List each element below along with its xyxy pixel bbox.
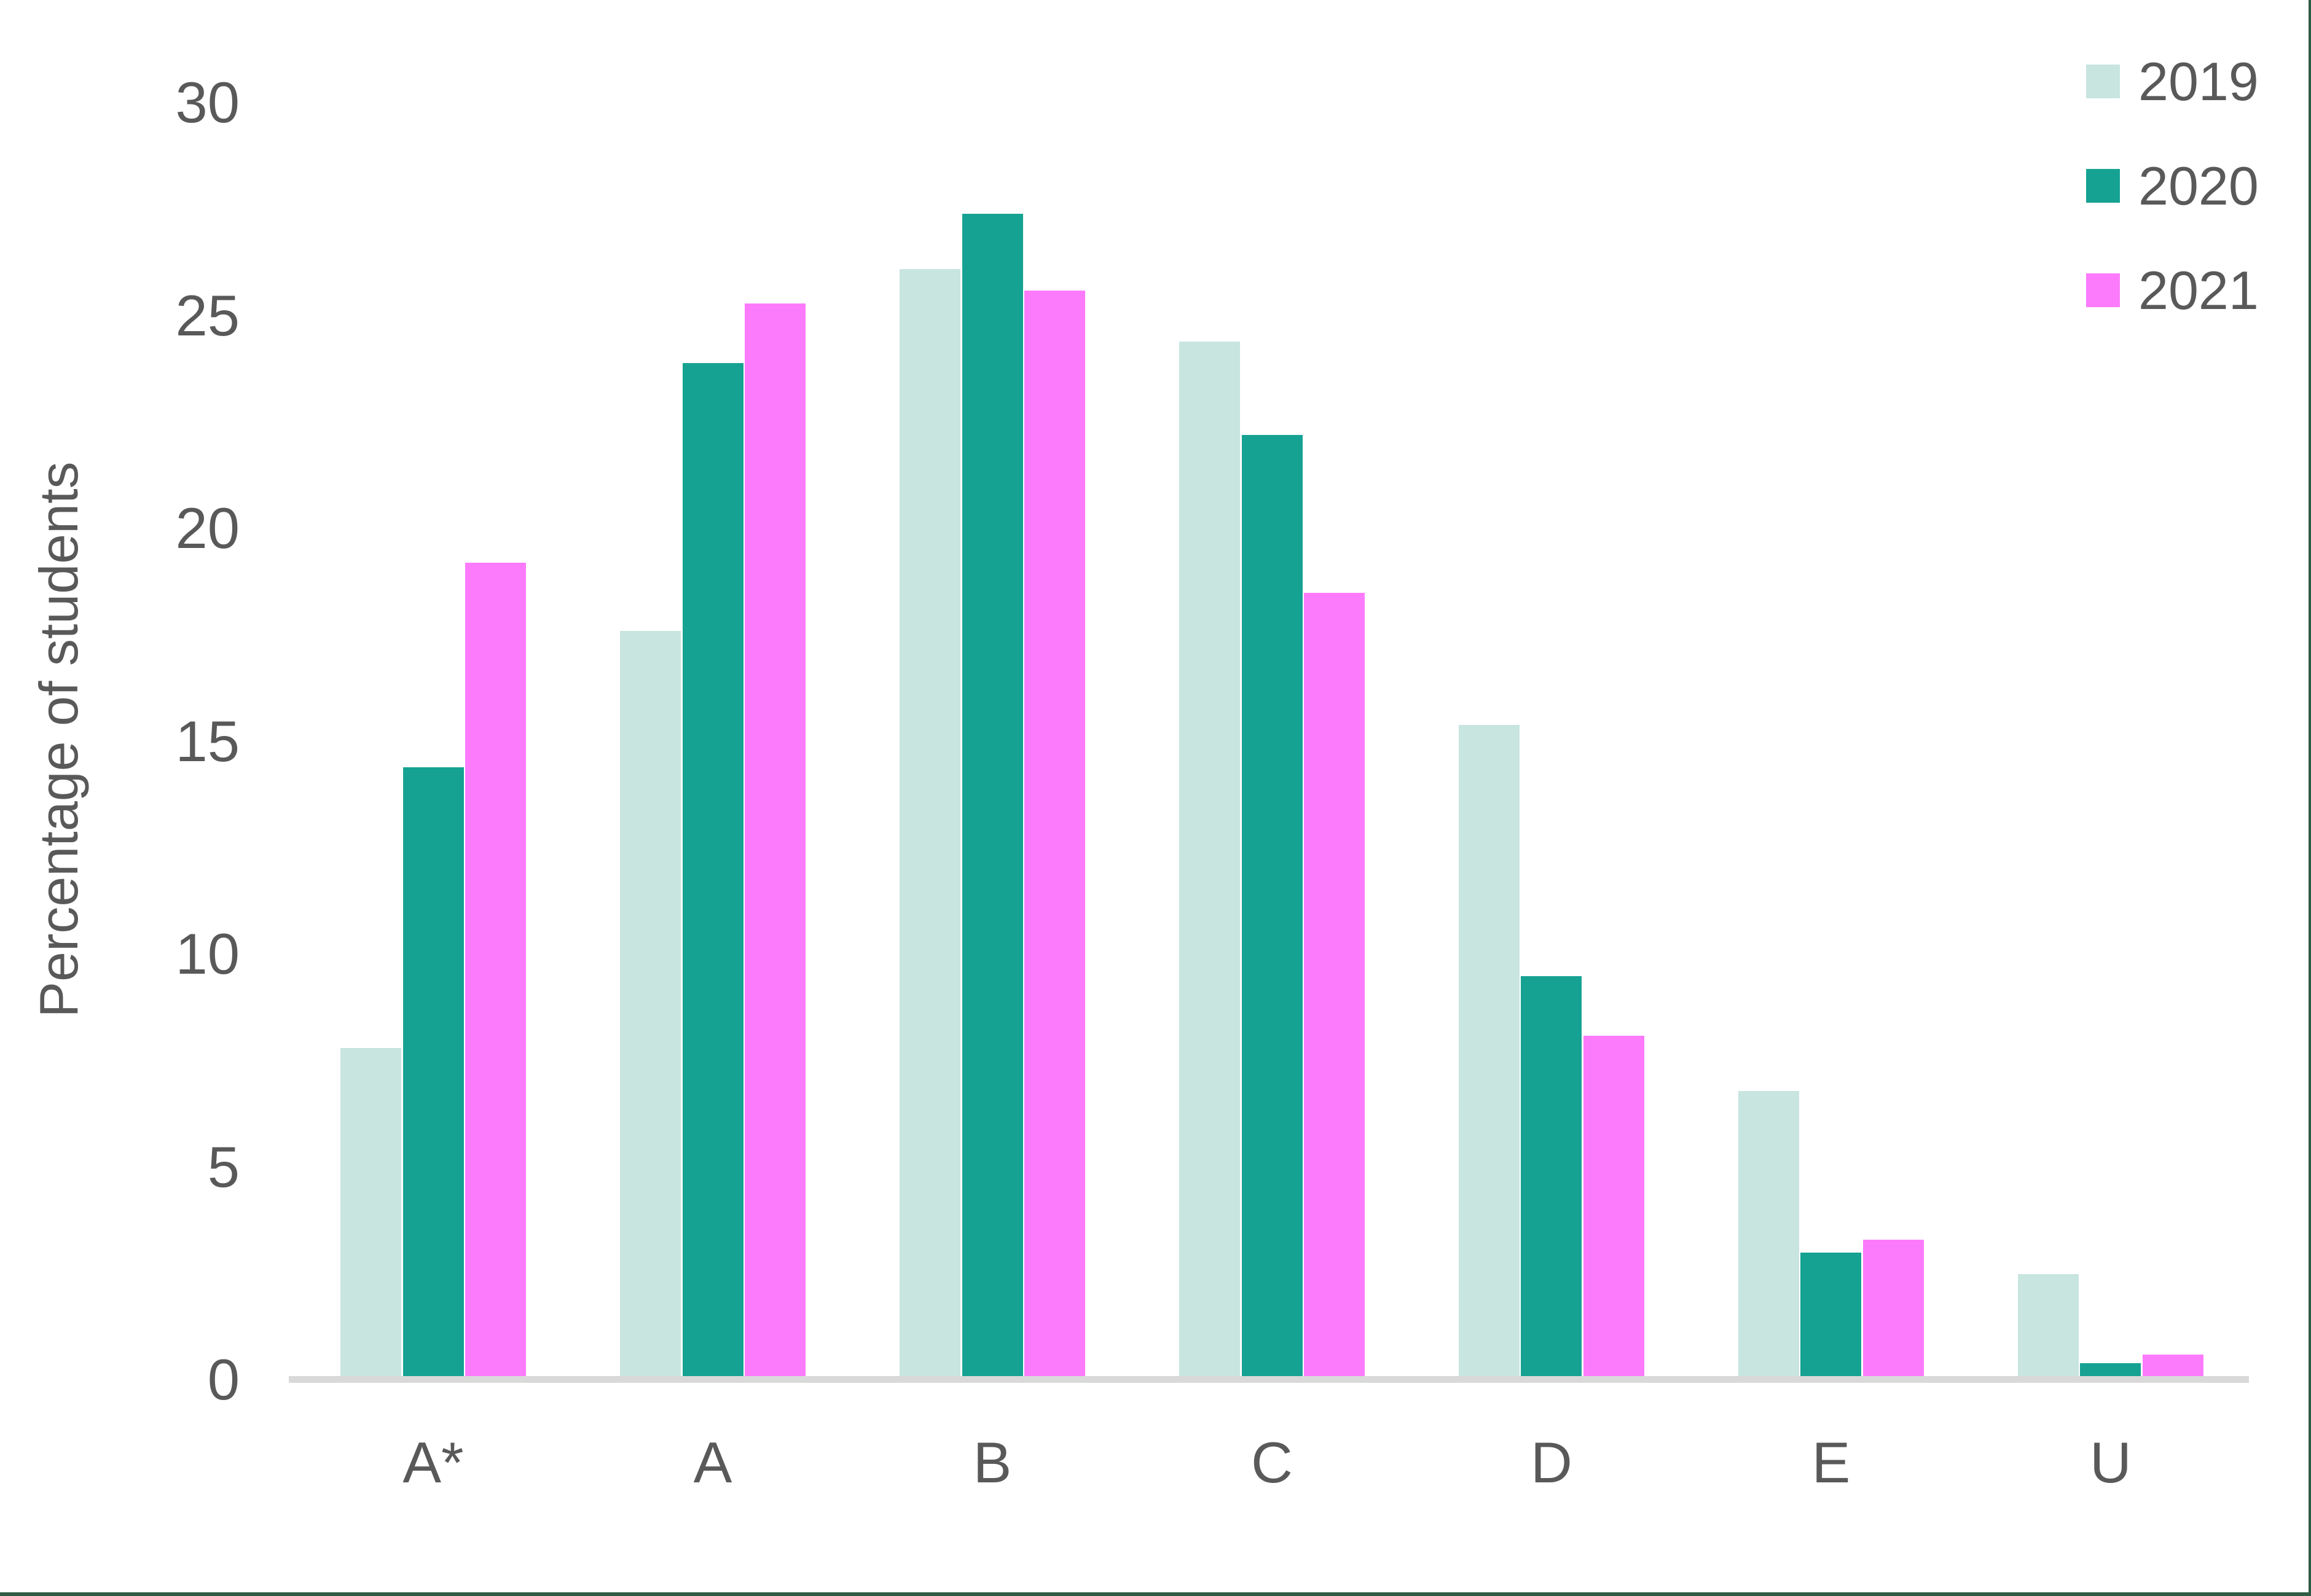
bar-2021-C bbox=[1304, 593, 1365, 1376]
y-tick-label-15: 15 bbox=[175, 708, 240, 773]
bar-2019-C bbox=[1179, 342, 1240, 1376]
x-category-label-C: C bbox=[1251, 1430, 1293, 1495]
bar-2019-U bbox=[2018, 1274, 2079, 1376]
y-tick-label-30: 30 bbox=[175, 70, 240, 135]
bar-2020-E bbox=[1800, 1253, 1861, 1376]
bottom-border-line bbox=[0, 1592, 2311, 1596]
bar-2021-B bbox=[1024, 291, 1085, 1376]
legend-swatch-2021 bbox=[2086, 273, 2120, 307]
y-tick-label-20: 20 bbox=[175, 496, 240, 560]
bar-2019-A bbox=[620, 631, 681, 1376]
bar-2020-U bbox=[2080, 1363, 2141, 1376]
legend-label-2020: 2020 bbox=[2138, 155, 2259, 216]
y-tick-label-5: 5 bbox=[207, 1134, 240, 1199]
bar-2021-U bbox=[2143, 1355, 2203, 1376]
x-category-label-B: B bbox=[973, 1430, 1012, 1495]
y-tick-label-10: 10 bbox=[175, 921, 240, 986]
legend-label-2021: 2021 bbox=[2138, 259, 2259, 321]
bar-2021-A* bbox=[465, 563, 526, 1376]
x-category-label-A*: A* bbox=[402, 1430, 464, 1495]
right-border-line bbox=[2309, 0, 2311, 1596]
legend-label-2019: 2019 bbox=[2138, 50, 2259, 112]
bar-2020-D bbox=[1521, 976, 1582, 1376]
x-category-label-U: U bbox=[2090, 1430, 2132, 1495]
legend-item-2019: 2019 bbox=[2086, 51, 2259, 112]
bar-2019-D bbox=[1459, 725, 1520, 1376]
bar-2021-A bbox=[745, 303, 806, 1376]
bar-2020-C bbox=[1242, 435, 1303, 1376]
bar-2019-A* bbox=[340, 1048, 401, 1376]
y-axis-title: Percentage of students bbox=[28, 461, 89, 1018]
bar-2020-A* bbox=[403, 767, 464, 1376]
legend-item-2021: 2021 bbox=[2086, 260, 2259, 321]
bar-2021-E bbox=[1863, 1240, 1924, 1376]
x-category-label-E: E bbox=[1811, 1430, 1851, 1495]
bar-2020-B bbox=[962, 214, 1023, 1376]
bar-2021-D bbox=[1583, 1036, 1644, 1376]
legend-item-2020: 2020 bbox=[2086, 155, 2259, 216]
x-category-label-A: A bbox=[693, 1430, 732, 1495]
y-tick-label-0: 0 bbox=[207, 1347, 240, 1412]
bar-2020-A bbox=[683, 363, 744, 1376]
x-axis-line bbox=[289, 1376, 2249, 1383]
legend-swatch-2019 bbox=[2086, 65, 2120, 98]
legend-swatch-2020 bbox=[2086, 169, 2120, 203]
y-tick-label-25: 25 bbox=[175, 283, 240, 348]
bar-2019-E bbox=[1738, 1091, 1799, 1376]
bar-2019-B bbox=[900, 269, 960, 1376]
x-category-label-D: D bbox=[1531, 1430, 1572, 1495]
